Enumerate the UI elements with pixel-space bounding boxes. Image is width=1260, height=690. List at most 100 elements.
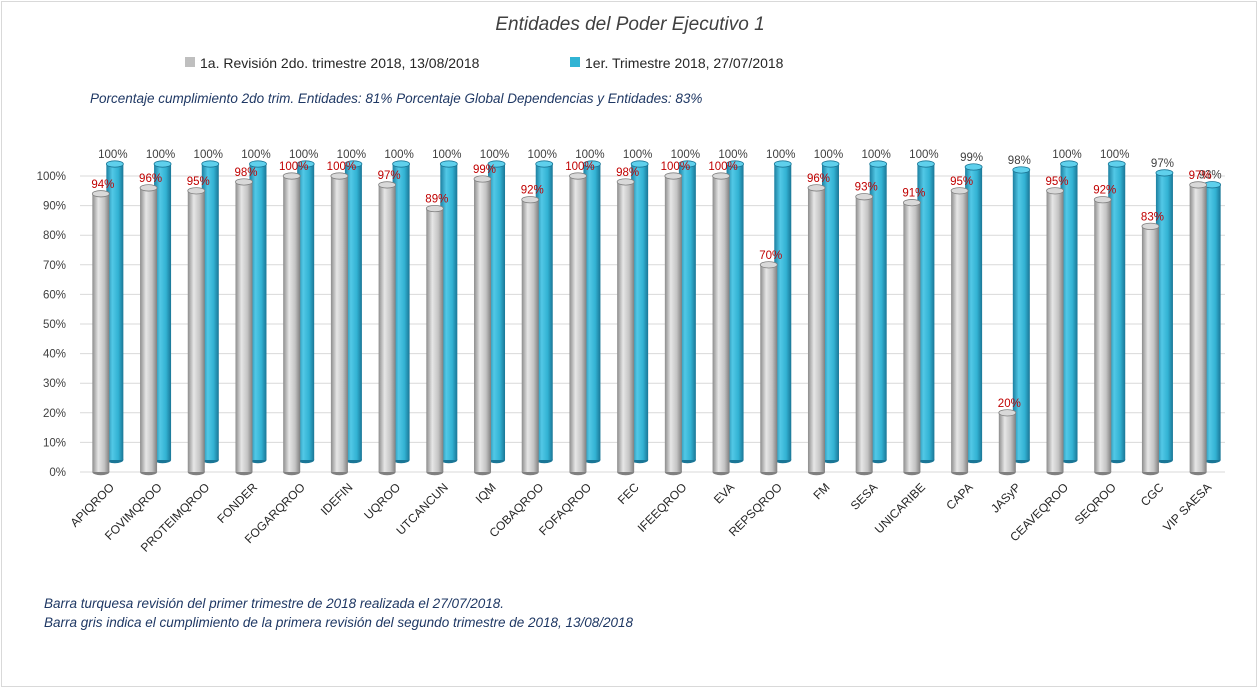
data-label-gray: 91% <box>902 188 925 200</box>
bar-gray <box>521 196 540 476</box>
data-label-gray: 93% <box>855 182 878 194</box>
x-tick-label: FONDER <box>214 480 260 526</box>
bar-gray <box>807 184 826 476</box>
data-label-teal: 100% <box>1052 149 1081 161</box>
data-label-gray: 100% <box>327 161 356 173</box>
data-label-gray: 100% <box>708 161 737 173</box>
data-label-teal: 100% <box>337 149 366 161</box>
data-label-teal: 100% <box>241 149 270 161</box>
x-tick-label: CGC <box>1138 480 1167 509</box>
y-tick-label: 20% <box>43 408 66 420</box>
bar-gray <box>235 178 253 476</box>
y-tick-label: 80% <box>43 230 66 242</box>
summary-line: Porcentaje cumplimiento 2do trim. Entida… <box>90 91 702 106</box>
y-tick-label: 30% <box>43 378 66 390</box>
bar-teal <box>1203 181 1222 464</box>
legend: 1a. Revisión 2do. trimestre 2018, 13/08/… <box>185 55 784 71</box>
x-tick-label: UNICARIBE <box>872 480 928 536</box>
bar-teal <box>201 160 220 464</box>
data-label-teal: 100% <box>384 149 413 161</box>
data-label-gray: 89% <box>425 194 448 206</box>
bar-gray <box>1141 222 1160 476</box>
x-tick-label: EVA <box>711 480 737 506</box>
data-label-gray: 99% <box>473 164 496 176</box>
data-label-teal: 100% <box>480 149 509 161</box>
bar-teal <box>153 160 172 464</box>
data-label-gray: 95% <box>187 176 210 188</box>
bar-teal <box>1155 169 1174 464</box>
data-label-teal: 100% <box>909 149 938 161</box>
bar-teal <box>535 160 554 464</box>
data-label-gray: 95% <box>950 176 973 188</box>
data-label-gray: 100% <box>279 161 308 173</box>
bar-gray <box>902 199 921 476</box>
bar-gray <box>712 172 730 476</box>
bar-gray <box>664 172 683 476</box>
data-label-gray: 94% <box>91 179 114 191</box>
bar-teal <box>821 160 840 464</box>
y-tick-label: 70% <box>43 260 66 272</box>
data-label-teal: 93% <box>1199 170 1222 182</box>
data-labels: 100%94%100%96%100%95%100%98%100%100%100%… <box>91 149 1221 410</box>
data-label-gray: 92% <box>521 185 544 197</box>
y-tick-label: 10% <box>43 437 66 449</box>
x-tick-label: APIQROO <box>67 480 117 530</box>
data-label-teal: 100% <box>623 149 652 161</box>
y-tick-label: 50% <box>43 319 66 331</box>
data-label-gray: 97% <box>378 170 401 182</box>
bars <box>91 160 1222 476</box>
data-label-teal: 97% <box>1151 158 1174 170</box>
bar-gray <box>91 190 110 476</box>
data-label-teal: 100% <box>432 149 461 161</box>
data-label-gray: 92% <box>1093 185 1116 197</box>
bar-gray <box>855 193 874 476</box>
bar-teal <box>344 160 363 464</box>
data-label-gray: 83% <box>1141 211 1164 223</box>
x-tick-label: UTCANCUN <box>393 480 451 538</box>
data-label-teal: 100% <box>194 149 223 161</box>
bar-gray <box>425 204 444 476</box>
data-label-gray: 96% <box>807 173 830 185</box>
data-label-teal: 100% <box>289 149 318 161</box>
bar-teal <box>392 160 411 464</box>
y-tick-label: 0% <box>49 467 66 479</box>
data-label-teal: 100% <box>528 149 557 161</box>
data-label-gray: 20% <box>998 398 1021 410</box>
bar-gray <box>759 261 778 476</box>
data-label-gray: 96% <box>139 173 162 185</box>
bar-gray <box>187 187 206 476</box>
x-tick-label: IFEEQROO <box>635 480 690 535</box>
data-label-teal: 98% <box>1008 155 1031 167</box>
data-label-teal: 100% <box>718 149 747 161</box>
data-label-teal: 99% <box>960 152 983 164</box>
grid <box>80 175 1225 473</box>
data-label-teal: 100% <box>814 149 843 161</box>
y-axis-ticks: 0% 10% 20% 30% 40% 50% 60% 70% 80% 90% 100% <box>37 171 66 479</box>
x-tick-label: CAPA <box>943 480 975 512</box>
bar-gray <box>998 409 1017 476</box>
x-tick-label: SESA <box>848 480 881 513</box>
bar-teal <box>439 160 458 464</box>
bar-gray <box>1093 196 1112 476</box>
data-label-teal: 100% <box>1100 149 1129 161</box>
y-tick-label: 90% <box>43 201 66 213</box>
data-label-gray: 95% <box>1046 176 1069 188</box>
x-tick-label: FEC <box>615 480 642 507</box>
bar-gray <box>1046 187 1064 476</box>
data-label-teal: 100% <box>98 149 127 161</box>
y-tick-label: 100% <box>37 171 66 183</box>
bar-teal <box>487 160 506 464</box>
note-line-2: Barra gris indica el cumplimiento de la … <box>44 615 634 630</box>
bar-gray <box>950 187 969 476</box>
bar-teal <box>916 160 935 464</box>
x-tick-label: IDEFIN <box>318 480 356 518</box>
bar-teal <box>726 160 744 464</box>
y-tick-label: 60% <box>43 289 66 301</box>
bar-gray <box>616 178 635 476</box>
bar-gray <box>282 172 301 476</box>
bar-teal <box>1107 160 1126 464</box>
note-line-1: Barra turquesa revisión del primer trime… <box>44 596 504 611</box>
data-label-teal: 100% <box>861 149 890 161</box>
